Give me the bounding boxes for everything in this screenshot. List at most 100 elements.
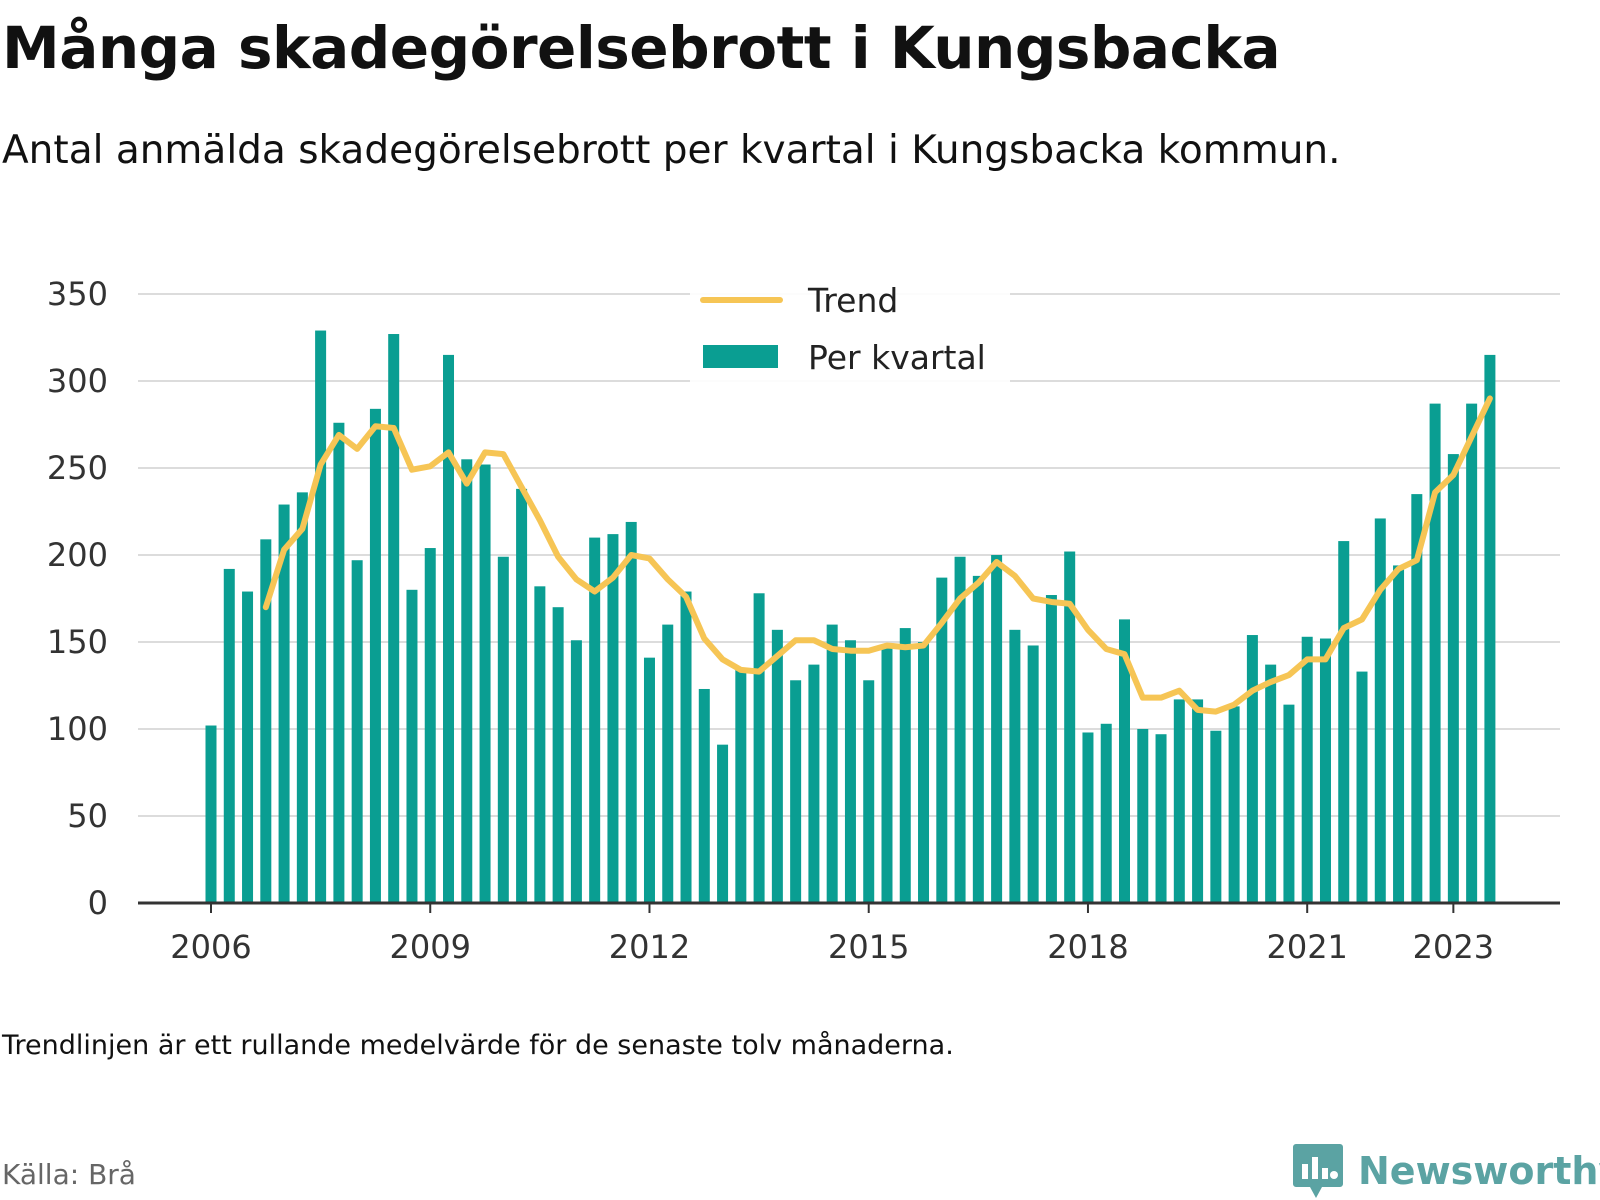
bar	[516, 488, 528, 903]
bar	[790, 680, 802, 903]
legend: Trend Per kvartal	[690, 280, 1010, 390]
bar	[223, 568, 235, 903]
bar	[1210, 730, 1222, 903]
x-tick-label: 2006	[170, 928, 251, 966]
bar	[1447, 454, 1459, 903]
bar	[1027, 645, 1039, 903]
chart-title: Många skadegörelsebrott i Kungsbacka	[2, 14, 1281, 82]
bar	[570, 640, 582, 903]
bar	[278, 504, 290, 903]
bar	[369, 408, 381, 903]
bar	[315, 330, 327, 903]
bar	[863, 680, 875, 903]
bar	[351, 560, 363, 903]
x-tick-label: 2023	[1413, 928, 1494, 966]
bar	[680, 591, 692, 903]
bar	[698, 688, 710, 903]
bar	[205, 725, 217, 903]
bar	[1155, 734, 1167, 903]
legend-trend-label: Trend	[807, 281, 898, 320]
bar	[1301, 636, 1313, 903]
bar	[424, 548, 436, 903]
x-tick-label: 2021	[1266, 928, 1347, 966]
bar	[808, 664, 820, 903]
bar	[1100, 723, 1112, 903]
bar-series	[205, 330, 1496, 903]
legend-bar-swatch	[703, 345, 778, 368]
y-tick-label: 100	[47, 710, 108, 748]
y-tick-label: 300	[47, 362, 108, 400]
bar	[643, 657, 655, 903]
y-axis-ticks: 0 50 100 150 200 250 300 350	[47, 275, 108, 922]
bar	[1119, 619, 1130, 903]
bar	[1338, 541, 1350, 903]
bar	[1374, 518, 1386, 903]
bar	[1319, 638, 1331, 903]
bar	[1356, 671, 1368, 903]
bar	[1045, 595, 1057, 903]
trend-line	[262, 395, 1493, 715]
y-tick-label: 150	[47, 623, 108, 661]
chart-subtitle: Antal anmälda skadegörelsebrott per kvar…	[2, 128, 1341, 173]
bar	[717, 744, 729, 903]
x-axis: 2006 2009 2012 2015 2018 2021 2023	[138, 901, 1560, 966]
bar	[1283, 704, 1295, 903]
newsworthy-logo: Newsworthy	[1292, 1142, 1600, 1200]
bar	[936, 577, 948, 903]
bar	[881, 645, 893, 903]
bar	[333, 422, 345, 903]
bar	[388, 334, 400, 903]
bar	[1484, 354, 1496, 903]
bar	[1393, 565, 1405, 903]
bar	[607, 534, 619, 903]
bar	[991, 555, 1003, 903]
x-tick-label: 2009	[390, 928, 471, 966]
y-tick-label: 350	[47, 275, 108, 313]
bar	[1082, 732, 1094, 903]
bar	[1411, 494, 1423, 903]
trend-series	[262, 395, 1493, 715]
newsworthy-logo-text: Newsworthy	[1358, 1149, 1600, 1193]
bar	[296, 492, 308, 903]
bar	[972, 575, 984, 903]
bar	[461, 459, 473, 903]
trend-note: Trendlinjen är ett rullande medelvärde f…	[2, 1030, 954, 1061]
y-tick-label: 250	[47, 449, 108, 487]
y-tick-label: 200	[47, 536, 108, 574]
bar	[1192, 699, 1204, 903]
bar	[771, 629, 783, 903]
bar	[1466, 403, 1478, 903]
bar	[479, 464, 491, 903]
bar	[443, 354, 455, 903]
bar	[1429, 403, 1441, 903]
bar	[589, 537, 601, 903]
bar	[1228, 706, 1240, 903]
newsworthy-logo-icon	[1293, 1144, 1343, 1198]
bar	[662, 624, 674, 903]
bar	[826, 624, 838, 903]
legend-bar-label: Per kvartal	[808, 338, 986, 377]
bar	[534, 586, 546, 903]
bar	[918, 642, 930, 903]
bar	[899, 628, 911, 903]
source-label: Källa: Brå	[2, 1158, 136, 1191]
x-tick-label: 2015	[828, 928, 909, 966]
bar	[1173, 699, 1185, 903]
y-tick-label: 50	[67, 797, 108, 835]
x-tick-label: 2012	[609, 928, 690, 966]
bar	[1265, 664, 1277, 903]
y-tick-label: 0	[88, 884, 108, 922]
bar	[406, 589, 418, 903]
bar	[260, 539, 272, 903]
bar	[954, 556, 966, 903]
bar	[1246, 635, 1258, 903]
bar	[1064, 551, 1076, 903]
bar	[753, 593, 765, 903]
bar	[625, 521, 637, 903]
x-tick-label: 2018	[1047, 928, 1128, 966]
bar	[735, 669, 747, 903]
bar	[497, 556, 509, 903]
bar	[242, 591, 254, 903]
bar	[552, 607, 564, 903]
